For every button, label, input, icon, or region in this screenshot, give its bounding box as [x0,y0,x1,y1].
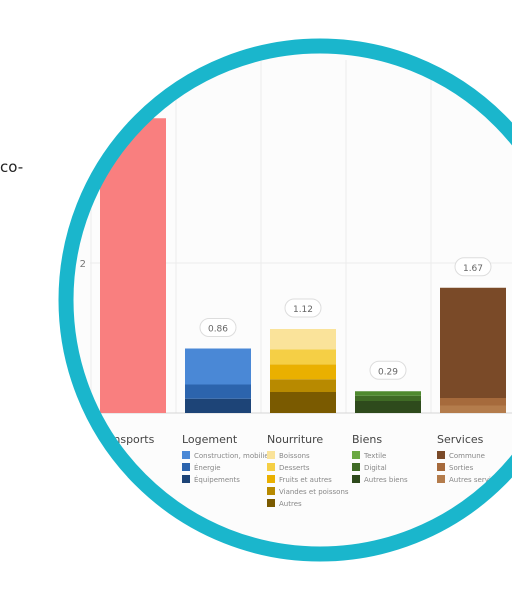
bar-segment [355,401,421,413]
bar-segment [270,379,336,392]
bar-segment [270,329,336,350]
bar-segment [440,405,506,413]
category-label: Logement [182,433,238,446]
magnifier-ring [58,38,512,562]
bar-segment [270,392,336,413]
total-data-label: 1.12 [293,305,313,315]
total-label-pill [199,318,237,337]
partial-text-fragment: co- [0,158,24,176]
bar-segment [270,364,336,380]
legend-swatch [97,475,105,483]
legend-entry: Boissons [279,452,310,460]
chart-area: 02tCO2eq/anTransportsAvionVoitureTrain0.… [66,60,512,508]
y-tick-label: 2 [80,259,86,270]
legend-swatch [97,463,105,471]
total-data-label: 1.67 [463,264,483,274]
legend-entry: Équipements [194,475,240,484]
legend-entry: Digital [364,464,387,472]
bar-segment [355,395,421,401]
legend-swatch [267,451,275,459]
total-label-pill [454,257,492,277]
legend-entry: Train [108,476,126,484]
legend-swatch [267,463,275,471]
legend-swatch [437,451,445,459]
legend-swatch [437,475,445,483]
legend-swatch [437,463,445,471]
legend-swatch [182,463,190,471]
bar-segment [185,384,251,399]
legend-entry: Autres biens [364,476,408,484]
legend-entry: Fruits et autres [279,476,332,484]
bar-segment [440,398,506,406]
bar-segment [270,349,336,365]
legend-swatch [352,463,360,471]
legend-swatch [267,487,275,495]
bar-segment [355,391,421,396]
legend-entry: Construction, mobilier [194,452,272,460]
legend-swatch [267,499,275,507]
bar-segment [185,348,251,385]
legend-entry: Textile [363,452,386,460]
legend-entry: Desserts [279,464,310,472]
legend-swatch [182,475,190,483]
legend-swatch [352,451,360,459]
total-label-pill [284,298,322,318]
total-data-label: 0.86 [208,325,228,335]
legend-entry: Autres [279,500,302,508]
bar-segment [185,398,251,413]
category-label: Biens [352,433,382,446]
category-label: Nourriture [267,433,323,446]
legend-swatch [352,475,360,483]
legend-entry: Sorties [449,464,474,472]
legend-entry: Viandes et poissons [279,488,349,496]
total-data-label: 0.29 [378,367,398,377]
total-label-pill [369,360,407,380]
legend-swatch [182,451,190,459]
category-label: Services [437,433,484,446]
legend-swatch [97,451,105,459]
legend-entry: Autres services [449,476,503,484]
legend-entry: Commune [449,452,485,460]
bar-segment [440,287,506,398]
legend-entry: Énergie [194,463,221,472]
legend-swatch [267,475,275,483]
